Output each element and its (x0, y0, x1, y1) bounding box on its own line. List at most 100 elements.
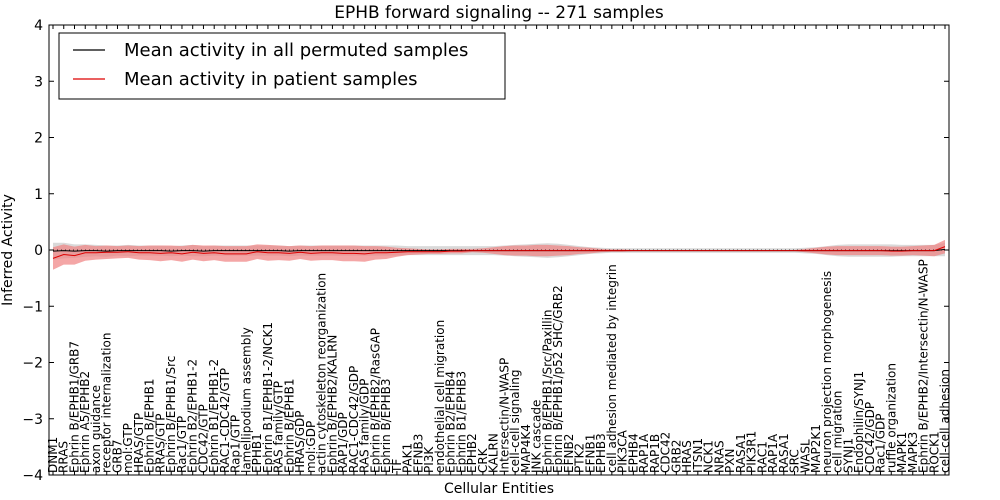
x-tick-label: SYNJ1 (841, 438, 855, 473)
x-tick-label: PXN (723, 449, 737, 473)
x-tick-label: lamellipodium assembly (239, 327, 253, 473)
x-tick-label: HRAS/GDP (293, 410, 307, 473)
x-tick-label: Ephrin B/EPHB1/p52 SHC/GRB2 (551, 285, 565, 473)
x-tick-label: RAC1-CDC42/GDP (347, 366, 361, 473)
x-tick-label: Ephrin B1/EPHB1-2/NCK1 (261, 322, 275, 473)
x-tick-label: GRB2 (669, 439, 683, 473)
x-tick-label: RAP1B (648, 434, 662, 473)
x-tick-label: ROCK1 (927, 431, 941, 473)
x-tick-label: EPHB3 (594, 433, 608, 473)
x-tick-label: JNK cascade (530, 400, 544, 474)
legend-box (58, 32, 506, 100)
x-tick-label: actin cytoskeleton reorganization (315, 273, 329, 473)
y-tick-label: −2 (22, 356, 43, 372)
patient-band (53, 239, 945, 270)
series-lines (52, 246, 946, 259)
x-tick-label: Ephrin B/EPHB2/RasGAP (368, 328, 382, 473)
legend-label-permuted: Mean activity in all permuted samples (124, 40, 468, 61)
x-tick-label: DNM1 (46, 437, 60, 473)
x-tick-label: Intersectin/N-WASP (497, 358, 511, 473)
x-tick-label: neuron projection morphogenesis (820, 271, 834, 473)
x-tick-label: RAS family/GTP (272, 381, 286, 473)
x-tick-label: RASA1 (734, 433, 748, 473)
x-tick-label: CDC42/GDP (863, 402, 877, 473)
x-tick-label: endothelial cell migration (433, 320, 447, 473)
x-tick-label: Rap1/GTP (229, 415, 243, 473)
x-tick-label: MAP4K4 (519, 424, 533, 473)
x-tick-label: Endophilin/SYNJ1 (852, 371, 866, 473)
x-axis-label: Cellular Entities (444, 481, 554, 497)
x-tick-label: Ephrin B1/EPHB1-2 (207, 359, 221, 473)
x-tick-label: PTK2 (573, 443, 587, 473)
x-tick-label: CRK (476, 447, 490, 473)
x-tick-label: EPHB2 (465, 433, 479, 473)
y-tick-label: −1 (22, 299, 43, 315)
uncertainty-bands (53, 239, 945, 270)
x-tick-label: cell adhesion mediated by integrin (605, 264, 619, 473)
x-tick-label: CDC42/GTP (197, 404, 211, 473)
x-tick-label: MAPK3 (906, 432, 920, 473)
y-tick-label: 2 (34, 131, 43, 147)
x-tick-label: mol:GDP (304, 421, 318, 473)
legend-label-patient: Mean activity in patient samples (124, 69, 418, 90)
x-tick-label: mol:GTP (121, 423, 135, 473)
x-tick-label: Ephrin B/EPHB2/Intersectin/N-WASP (917, 259, 931, 473)
x-tick-label: KALRN (487, 433, 501, 473)
x-tick-label: EFNB1 (583, 434, 597, 473)
x-tick-label: Ephrin B/EPHB3 (379, 379, 393, 473)
x-tick-label: Ephrin B/EPHB1 (282, 379, 296, 473)
x-tick-label: Rac1/GTP (175, 416, 189, 473)
x-tick-label: Ephrin B2/EPHB1-2 (186, 359, 200, 473)
y-tick-label: −4 (22, 468, 43, 484)
y-tick-label: 4 (34, 18, 43, 34)
y-tick-label: 0 (34, 243, 43, 259)
chart-title: EPHB forward signaling -- 271 samples (334, 3, 664, 23)
x-tick-label: Ephrin B/EPHB1 (143, 379, 157, 473)
x-tick-label: RASA1 (777, 433, 791, 473)
x-tick-label: PIK3CA (616, 429, 630, 473)
x-tick-label: EPHB1 (250, 433, 264, 473)
x-tick-label: Ephrin B/EPHB1/GRB7 (68, 341, 82, 473)
x-tick-label: PAK1 (401, 443, 415, 473)
x-tick-label: HRAS (680, 440, 694, 473)
y-tick-label: 1 (34, 187, 43, 203)
x-tick-label: CDC42 (659, 432, 673, 473)
x-tick-label: ruffle organization (884, 363, 898, 473)
x-tick-label: Ephrin B/EPHB1/Src (164, 356, 178, 473)
x-tick-label: cell migration (831, 391, 845, 473)
y-tick-label: −3 (22, 412, 43, 428)
x-tick-label: TF (390, 459, 404, 474)
x-tick-label: PIK3R1 (745, 431, 759, 473)
x-tick-label: WASL (798, 439, 812, 473)
x-tick-label: RRAS (57, 441, 71, 473)
x-tick-label: receptor internalization (100, 333, 114, 473)
legend: Mean activity in all permuted samples Mea… (58, 32, 506, 100)
x-tick-label: GRB7 (111, 439, 125, 473)
x-tick-label: EFNB2 (562, 434, 576, 473)
x-tick-label: MAPK1 (895, 432, 909, 473)
x-tick-label: Ephrin B1/EPHB3 (454, 371, 468, 473)
x-tick-label: NCK1 (702, 440, 716, 473)
x-tick-label: cell-cell adhesion (938, 369, 952, 473)
x-tick-label: RAP1A (766, 433, 780, 473)
x-tick-label: Ephrin B/EPHB1/Src/Paxillin (540, 309, 554, 473)
x-tick-label: Ephrin B/EPHB2/KALRN (325, 335, 339, 473)
x-tick-label: RAP1A (637, 433, 651, 473)
x-tick-label: RAP1/GDP (336, 412, 350, 473)
x-tick-label: EPHB4 (626, 433, 640, 473)
x-tick-label: Ephrin A5/EPHB2 (78, 371, 92, 473)
x-tick-label: Rac1/GDP (874, 414, 888, 473)
x-tick-label: MAP2K1 (809, 424, 823, 473)
x-tick-label: RAC1 (755, 441, 769, 473)
x-tick-label: Ephrin B2/EPHB4 (444, 371, 458, 473)
x-tick-label: RRAS/GTP (154, 414, 168, 474)
x-tick-label: PI3K (422, 446, 436, 473)
x-tick-label: RAC1-CDC42/GTP (218, 368, 232, 473)
patient-mean-line (52, 246, 946, 259)
x-tick-label: SRC (788, 449, 802, 473)
x-tick-label: NRAS (712, 440, 726, 473)
x-tick-label: EFNB3 (411, 434, 425, 473)
x-tick-label: RAS family/GDP (358, 379, 372, 473)
